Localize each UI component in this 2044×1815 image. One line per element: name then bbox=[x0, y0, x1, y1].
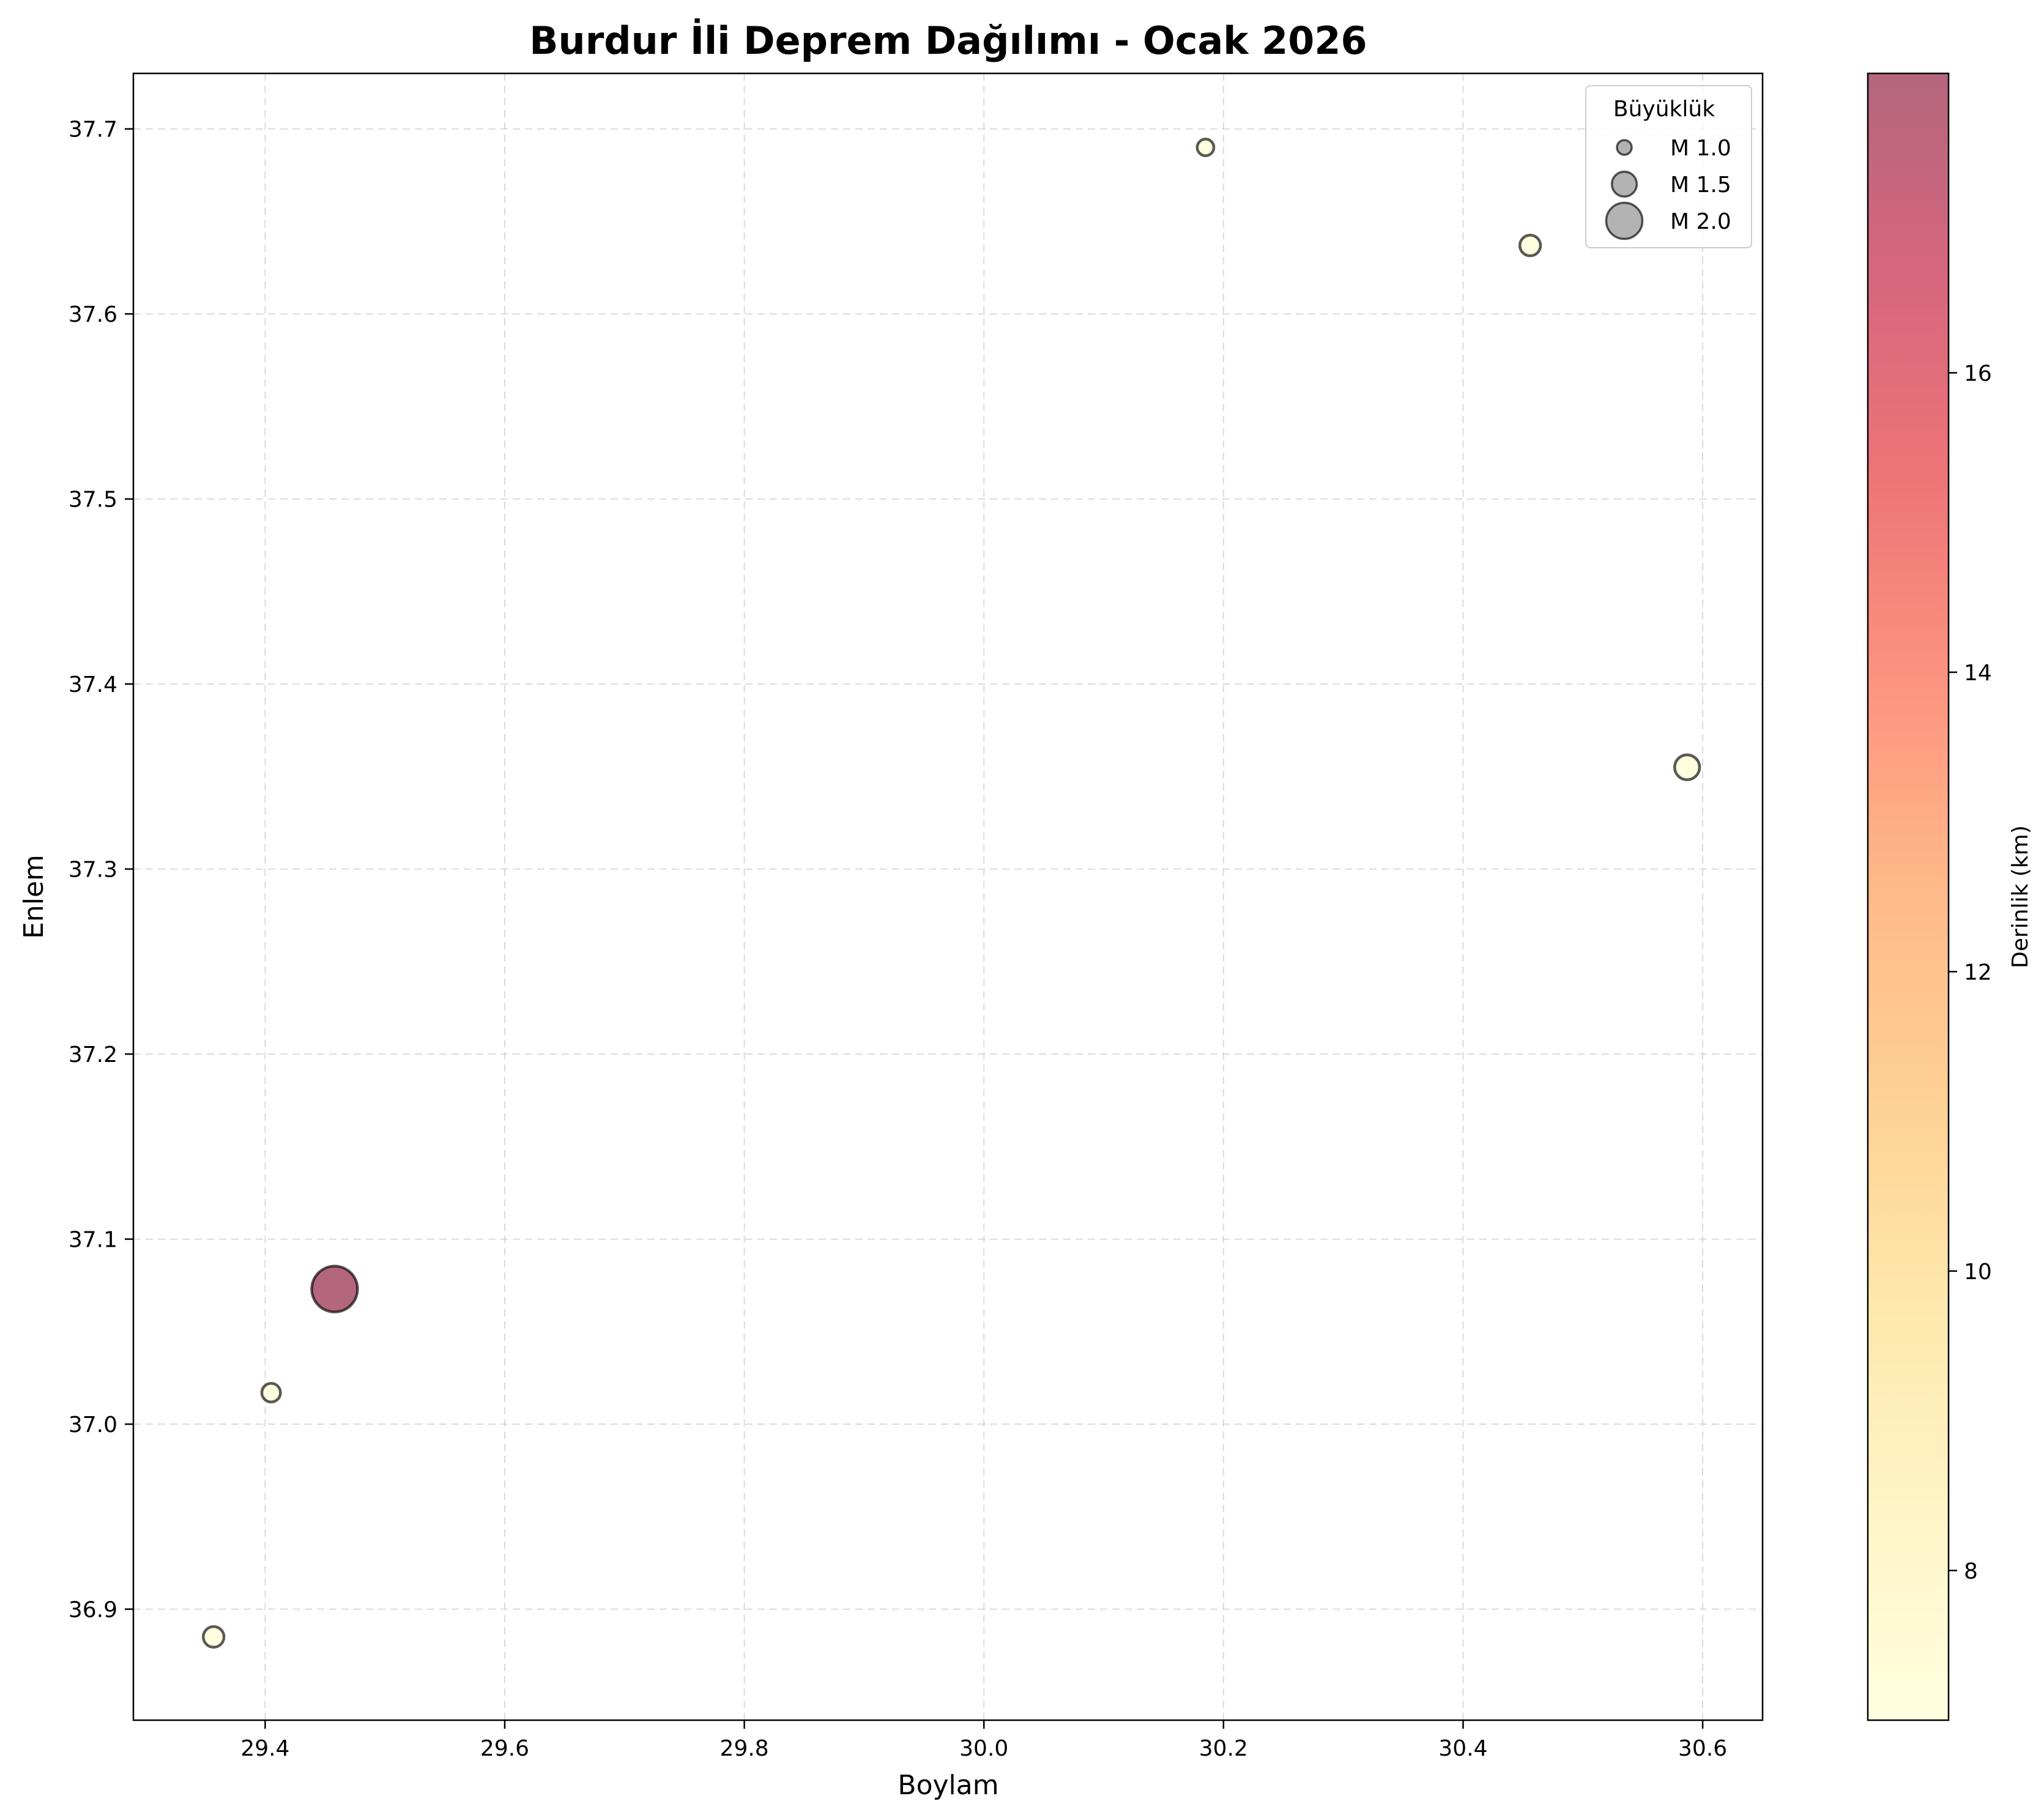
legend-marker bbox=[1605, 201, 1644, 240]
y-tick-label: 36.9 bbox=[69, 1598, 117, 1623]
x-tick-label: 30.0 bbox=[959, 1736, 1008, 1761]
plot-area-frame bbox=[132, 72, 1764, 1721]
x-tick-label: 29.4 bbox=[240, 1736, 289, 1761]
earthquake-point bbox=[1518, 234, 1542, 258]
x-tick-label: 29.8 bbox=[720, 1736, 769, 1761]
y-tick-label: 37.0 bbox=[69, 1412, 117, 1438]
y-axis-label: Enlem bbox=[18, 855, 50, 939]
legend: Büyüklük M 1.0 M 1.5 M 2.0 bbox=[1585, 85, 1752, 248]
earthquake-point bbox=[1195, 138, 1216, 157]
legend-label: M 1.5 bbox=[1670, 173, 1731, 198]
colorbar-label: Derinlik (km) bbox=[2008, 825, 2033, 968]
x-tick-label: 30.6 bbox=[1678, 1736, 1727, 1761]
legend-title: Büyüklük bbox=[1613, 97, 1715, 122]
y-tick-label: 37.2 bbox=[69, 1042, 117, 1067]
earthquake-point bbox=[310, 1264, 359, 1313]
colorbar-tick-label: 12 bbox=[1964, 960, 1992, 985]
x-tick-label: 30.2 bbox=[1199, 1736, 1248, 1761]
y-axis-ticks: 36.9 37.0 37.1 37.2 37.3 37.4 37.5 37.6 37.7 bbox=[69, 117, 133, 1623]
y-tick-label: 37.1 bbox=[69, 1228, 117, 1253]
earthquake-point bbox=[1673, 753, 1701, 781]
x-axis-ticks: 29.4 29.6 29.8 30.0 30.2 30.4 30.6 bbox=[240, 1720, 1727, 1761]
colorbar-tick-label: 8 bbox=[1964, 1559, 1978, 1584]
colorbar-tick-label: 14 bbox=[1964, 661, 1992, 686]
colorbar-tick-label: 10 bbox=[1964, 1260, 1992, 1285]
x-tick-label: 30.4 bbox=[1438, 1736, 1487, 1761]
y-tick-label: 37.3 bbox=[69, 858, 117, 883]
x-axis-label: Boylam bbox=[898, 1770, 998, 1801]
x-tick-label: 29.6 bbox=[480, 1736, 529, 1761]
earthquake-point bbox=[202, 1625, 226, 1649]
colorbar-ticks: 8 10 12 14 16 bbox=[1949, 361, 1992, 1584]
earthquake-point bbox=[260, 1382, 282, 1404]
legend-label: M 2.0 bbox=[1670, 209, 1731, 234]
chart-title: Burdur İli Deprem Dağılımı - Ocak 2026 bbox=[529, 18, 1367, 63]
y-tick-label: 37.6 bbox=[69, 302, 117, 327]
legend-marker bbox=[1616, 139, 1633, 156]
legend-marker bbox=[1610, 170, 1638, 198]
colorbar-tick-label: 16 bbox=[1964, 361, 1992, 386]
grid bbox=[133, 73, 1763, 1720]
colorbar: 8 10 12 14 16 Derinlik (km) bbox=[1867, 72, 2033, 1721]
scatter-points bbox=[202, 138, 1701, 1649]
colorbar-gradient bbox=[1867, 72, 1950, 1721]
y-tick-label: 37.4 bbox=[69, 672, 117, 697]
legend-label: M 1.0 bbox=[1670, 136, 1731, 161]
y-tick-label: 37.7 bbox=[69, 117, 117, 143]
y-tick-label: 37.5 bbox=[69, 488, 117, 513]
